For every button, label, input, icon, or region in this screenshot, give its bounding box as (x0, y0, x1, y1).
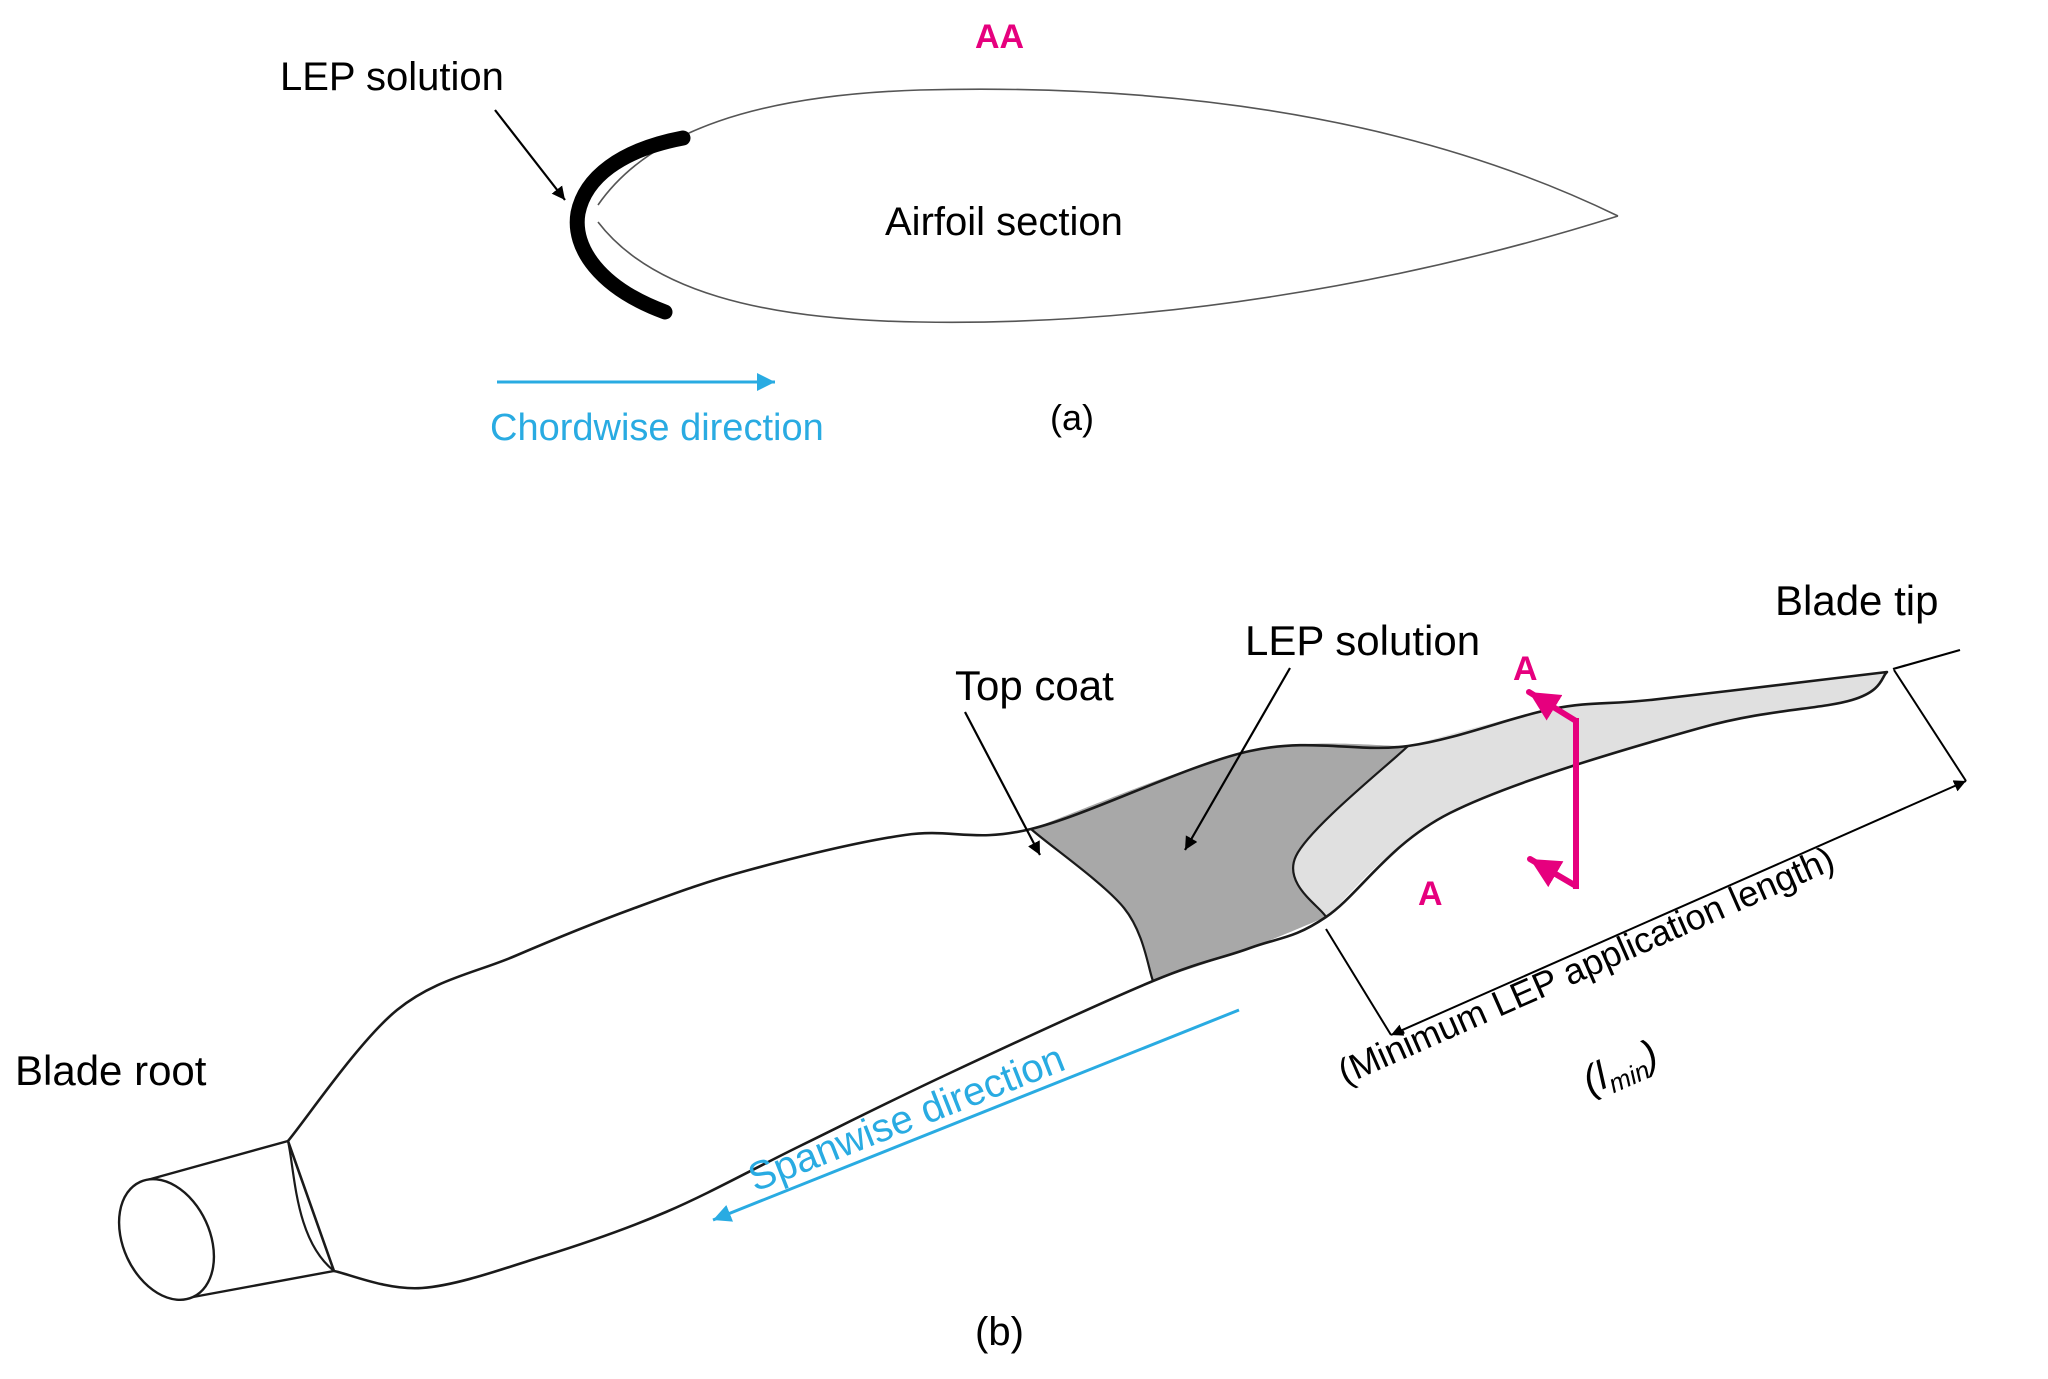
svg-text:Blade tip: Blade tip (1775, 577, 1938, 624)
svg-text:A: A (1418, 875, 1443, 913)
svg-text:(b): (b) (975, 1310, 1024, 1354)
svg-text:Spanwise direction: Spanwise direction (742, 1036, 1071, 1200)
svg-text:LEP solution: LEP solution (1245, 617, 1480, 664)
svg-text:Blade root: Blade root (15, 1047, 207, 1094)
svg-text:(Minimum LEP application lengt: (Minimum LEP application length) (1332, 838, 1840, 1092)
svg-text:A: A (1513, 650, 1538, 688)
svg-text:Top coat: Top coat (955, 662, 1114, 709)
svg-text:(lmin): (lmin) (1576, 1032, 1667, 1108)
